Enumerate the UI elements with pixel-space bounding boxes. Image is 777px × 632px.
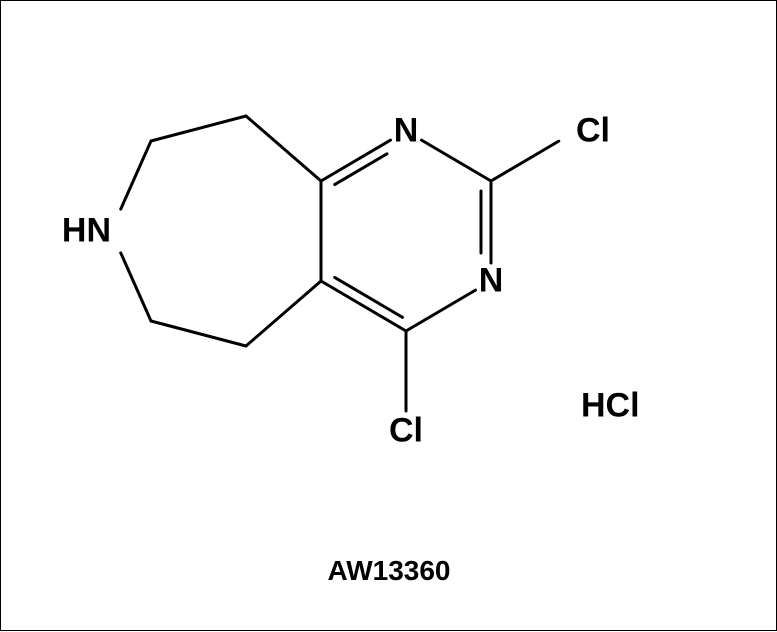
atom-label-cl4: Cl (389, 412, 423, 451)
atom-label-n3: N (479, 262, 504, 301)
atom-label-cl2: Cl (576, 112, 610, 151)
atom-label-n7: HN (62, 212, 111, 251)
atom-label-n1: N (394, 112, 419, 151)
atom-label-hcl: HCl (581, 387, 640, 426)
compound-caption: AW13360 (328, 555, 451, 587)
figure-container: N Cl N Cl HN HCl AW13360 (0, 0, 777, 631)
molecule-svg (1, 1, 777, 632)
